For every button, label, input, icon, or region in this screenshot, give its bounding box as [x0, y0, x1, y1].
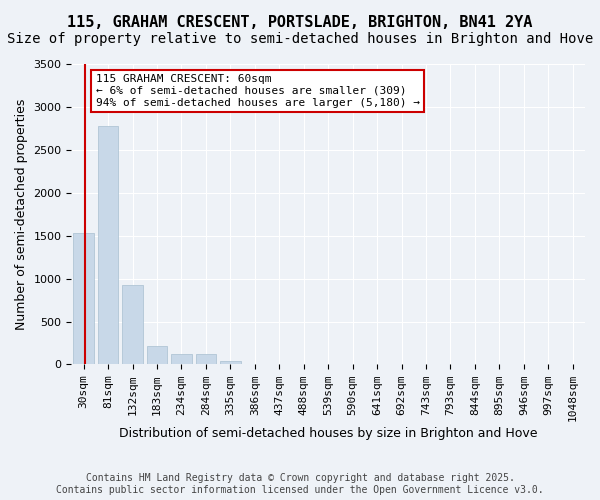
Text: Size of property relative to semi-detached houses in Brighton and Hove: Size of property relative to semi-detach…	[7, 32, 593, 46]
Bar	[196, 354, 217, 364]
Bar	[73, 233, 94, 364]
Bar	[220, 361, 241, 364]
Y-axis label: Number of semi-detached properties: Number of semi-detached properties	[15, 98, 28, 330]
Text: 115 GRAHAM CRESCENT: 60sqm
← 6% of semi-detached houses are smaller (309)
94% of: 115 GRAHAM CRESCENT: 60sqm ← 6% of semi-…	[96, 74, 420, 108]
Text: Contains HM Land Registry data © Crown copyright and database right 2025.
Contai: Contains HM Land Registry data © Crown c…	[56, 474, 544, 495]
Bar	[122, 284, 143, 364]
X-axis label: Distribution of semi-detached houses by size in Brighton and Hove: Distribution of semi-detached houses by …	[119, 427, 538, 440]
Bar	[171, 354, 192, 364]
Bar	[146, 346, 167, 364]
Bar	[98, 126, 118, 364]
Text: 115, GRAHAM CRESCENT, PORTSLADE, BRIGHTON, BN41 2YA: 115, GRAHAM CRESCENT, PORTSLADE, BRIGHTO…	[67, 15, 533, 30]
